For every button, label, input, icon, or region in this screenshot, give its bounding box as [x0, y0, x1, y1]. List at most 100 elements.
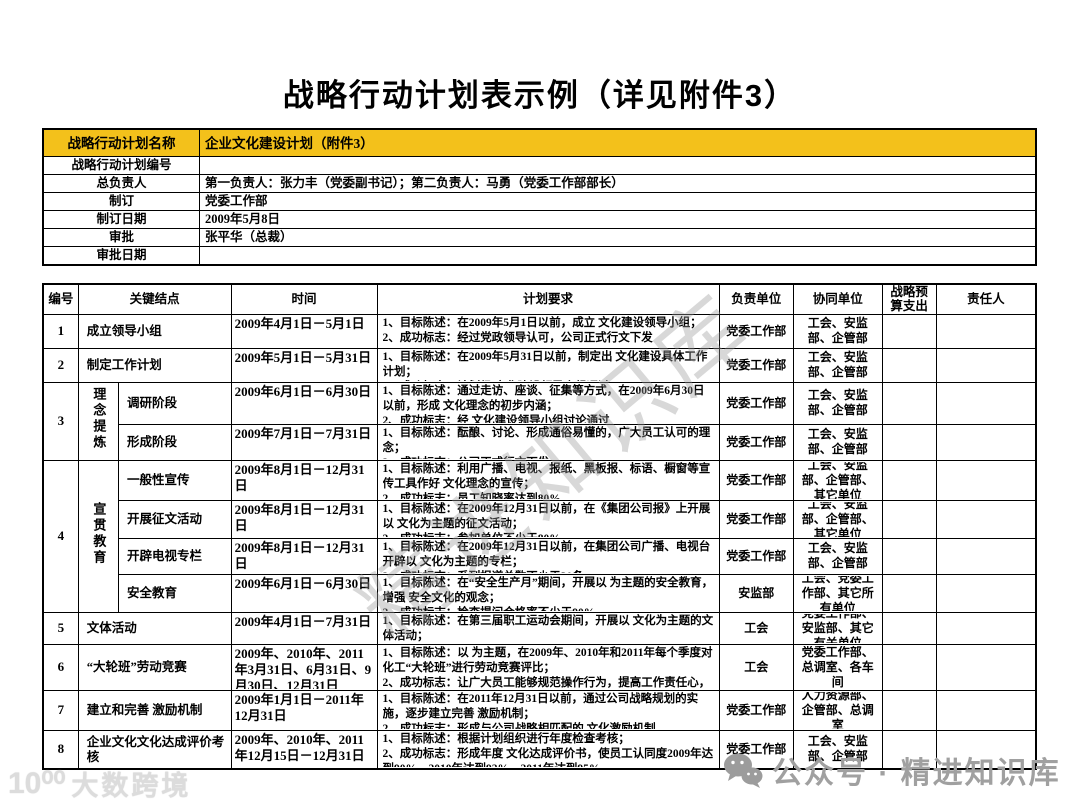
key-node-sub: 形成阶段	[117, 423, 232, 461]
table-row: 2 制定工作计划 2009年5月1日－5月31日 1、目标陈述：在2009年5月…	[42, 347, 1037, 383]
table-row: 3 理念提炼 调研阶段 2009年6月1日－6月30日 1、目标陈述：通过走访、…	[42, 381, 1037, 461]
budget-cell	[881, 347, 937, 383]
key-node-sub: 安全教育	[117, 573, 232, 613]
owner-unit: 党委工作部	[718, 313, 794, 349]
wechat-account-watermark: 公众号 · 精进知识库	[722, 748, 1061, 792]
owner-unit: 党委工作部	[718, 381, 794, 425]
col-header-no: 编号	[42, 283, 79, 315]
budget-cell	[881, 423, 937, 461]
key-node-sub: 开辟电视专栏	[117, 537, 232, 575]
budget-cell	[881, 381, 937, 425]
info-value-plan-name: 企业文化建设计划（附件3）	[199, 128, 1037, 157]
support-unit: 工会、安监部、企管部	[807, 388, 868, 417]
table-row: 5 文体活动 2009年4月1日－7月31日 1、目标陈述：在第三届职工运动会期…	[42, 611, 1037, 645]
info-row-name: 战略行动计划名称 企业文化建设计划（附件3）	[42, 128, 1037, 157]
key-node: 建立和完善 激励机制	[77, 689, 232, 731]
row-no: 2	[42, 347, 79, 383]
plan-requirement: 1、目标陈述：在2009年5月1日以前，成立 文化建设领导小组； 2、成功标志：经…	[382, 316, 702, 344]
wechat-icon	[722, 751, 764, 789]
time-range: 2009年7月1日－7月31日	[234, 425, 372, 441]
info-row-maker: 制订 党委工作部	[42, 192, 1037, 211]
person-cell	[935, 573, 1037, 613]
col-header-owner-unit: 负责单位	[718, 283, 794, 315]
time-range: 2009年6月1日－6月30日	[234, 575, 372, 591]
support-unit: 工会、安监部、企管部	[807, 541, 868, 570]
person-cell	[935, 347, 1037, 383]
person-cell	[935, 537, 1037, 575]
budget-cell	[881, 313, 937, 349]
key-node-sub: 调研阶段	[117, 381, 232, 425]
table-row: 6 “大轮班”劳动竞赛 2009年、2010年、2011年3月31日、6月31日…	[42, 643, 1037, 691]
col-header-support-unit: 协同单位	[792, 283, 883, 315]
col-header-person: 责任人	[935, 283, 1037, 315]
budget-cell	[881, 611, 937, 645]
owner-unit: 党委工作部	[718, 499, 794, 539]
plan-requirement: 1、目标陈述：在2009年12月31日以前，在《集团公司报》上开展以 文化为主题…	[382, 502, 711, 537]
key-node-sub: 一般性宣传	[117, 459, 232, 501]
plan-requirement: 1、目标陈述：在“安全生产月”期间，开展以 为主题的安全教育，增强 安全文化的观…	[382, 576, 714, 611]
row-no: 6	[42, 643, 79, 691]
owner-unit: 党委工作部	[718, 689, 794, 731]
plan-requirement: 1、目标陈述：通过走访、座谈、征集等方式，在2009年6月30日以前，形成 文化…	[382, 384, 705, 423]
support-unit: 工会、安监部、企管部	[807, 350, 868, 379]
support-unit: 党委工作部、总调室、各车间	[801, 645, 874, 689]
person-cell	[935, 423, 1037, 461]
budget-cell	[881, 499, 937, 539]
info-row-number: 战略行动计划编号	[42, 156, 1037, 175]
support-unit: 工会、安监部、企管部	[807, 316, 868, 345]
info-value: 第一负责人：张力丰（党委副书记）；第二负责人：马勇（党委工作部部长）	[199, 174, 1037, 193]
info-value: 张平华（总裁）	[199, 228, 1037, 247]
support-unit: 工会、安监部、企管部、其它单位	[801, 461, 874, 499]
info-row-approve-date: 审批日期	[42, 246, 1037, 266]
col-header-budget: 战略预算支出	[881, 283, 937, 315]
budget-cell	[881, 459, 937, 501]
time-range: 2009年8月1日－12月31日	[234, 501, 365, 533]
person-cell	[935, 643, 1037, 691]
owner-unit: 工会	[718, 643, 794, 691]
budget-cell	[881, 643, 937, 691]
budget-cell	[881, 537, 937, 575]
row-no: 7	[42, 689, 79, 731]
support-unit: 人力资源部、企管部、总调室	[801, 691, 874, 729]
owner-unit: 党委工作部	[718, 459, 794, 501]
time-range: 2009年6月1日－6月30日	[234, 383, 372, 399]
key-node: “大轮班”劳动竞赛	[77, 643, 232, 691]
table-header-row: 编号 关键结点 时间 计划要求 负责单位 协同单位 战略预算支出 责任人	[42, 283, 1037, 315]
info-label: 总负责人	[42, 174, 200, 193]
info-label: 审批日期	[42, 246, 200, 266]
table-row: 安全教育 2009年6月1日－6月30日 1、目标陈述：在“安全生产月”期间，开…	[43, 573, 1037, 613]
plan-requirement: 1、目标陈述：酝酿、讨论、形成通俗易懂的，广大员工认可的理念；2、成功标志：公司…	[382, 426, 711, 459]
table-row: 8 企业文化文化达成评价考核 2009年、2010年、2011年12月15日－1…	[42, 729, 1037, 769]
time-range: 2009年、2010年、2011年3月31日、6月31日、9月30日、12月31…	[234, 645, 372, 689]
row-no: 4	[42, 459, 79, 613]
info-row-make-date: 制订日期 2009年5月8日	[42, 210, 1037, 229]
info-label: 战略行动计划编号	[42, 156, 200, 175]
key-node: 企业文化文化达成评价考核	[77, 729, 232, 769]
person-cell	[935, 459, 1037, 501]
time-range: 2009年8月1日－12月31日	[234, 461, 365, 493]
site-logo-watermark: 10⁰⁰ 大数跨境	[8, 764, 191, 803]
time-range: 2009年1月1日－2011年12月31日	[234, 691, 364, 723]
time-range: 2009年、2010年、2011年12月15日－12月31日	[234, 731, 365, 763]
row-no: 5	[42, 611, 79, 645]
budget-cell	[881, 729, 937, 769]
time-range: 2009年5月1日－5月31日	[234, 349, 372, 365]
time-range: 2009年4月1日－7月31日	[234, 613, 372, 629]
support-unit: 党委工作部、安监部、其它有关单位	[801, 614, 874, 643]
info-value: 党委工作部	[199, 192, 1037, 211]
col-header-time: 时间	[230, 283, 378, 315]
key-node-group: 理念提炼	[77, 381, 119, 461]
time-range: 2009年8月1日－12月31日	[234, 539, 365, 571]
plan-requirement: 1、目标陈述：以 为主题，在2009年、2010年和2011年每个季度对化工“大…	[382, 646, 713, 689]
site-logo-icon: 10⁰⁰	[8, 767, 66, 800]
wechat-account-text: 公众号 · 精进知识库	[772, 757, 1061, 790]
plan-info-table: 战略行动计划名称 企业文化建设计划（附件3） 战略行动计划编号 总负责人 第一负…	[42, 128, 1037, 266]
plan-requirement: 1、目标陈述：根据计划组织进行年度检查考核； 2、成功标志：形成年度 文化达成评价…	[382, 732, 714, 767]
info-label: 制订	[42, 192, 200, 211]
table-row: 开辟电视专栏 2009年8月1日－12月31日 1、目标陈述：在2009年12月…	[43, 537, 1037, 575]
info-value	[199, 246, 1037, 266]
plan-requirement: 1、目标陈述：利用广播、电视、报纸、黑板报、标语、橱窗等宣传工具作好 文化理念的…	[382, 462, 711, 499]
col-header-keynode: 关键结点	[77, 283, 232, 315]
page-title: 战略行动计划表示例（详见附件3）	[282, 78, 798, 113]
time-range: 2009年4月1日－5月1日	[234, 315, 365, 331]
